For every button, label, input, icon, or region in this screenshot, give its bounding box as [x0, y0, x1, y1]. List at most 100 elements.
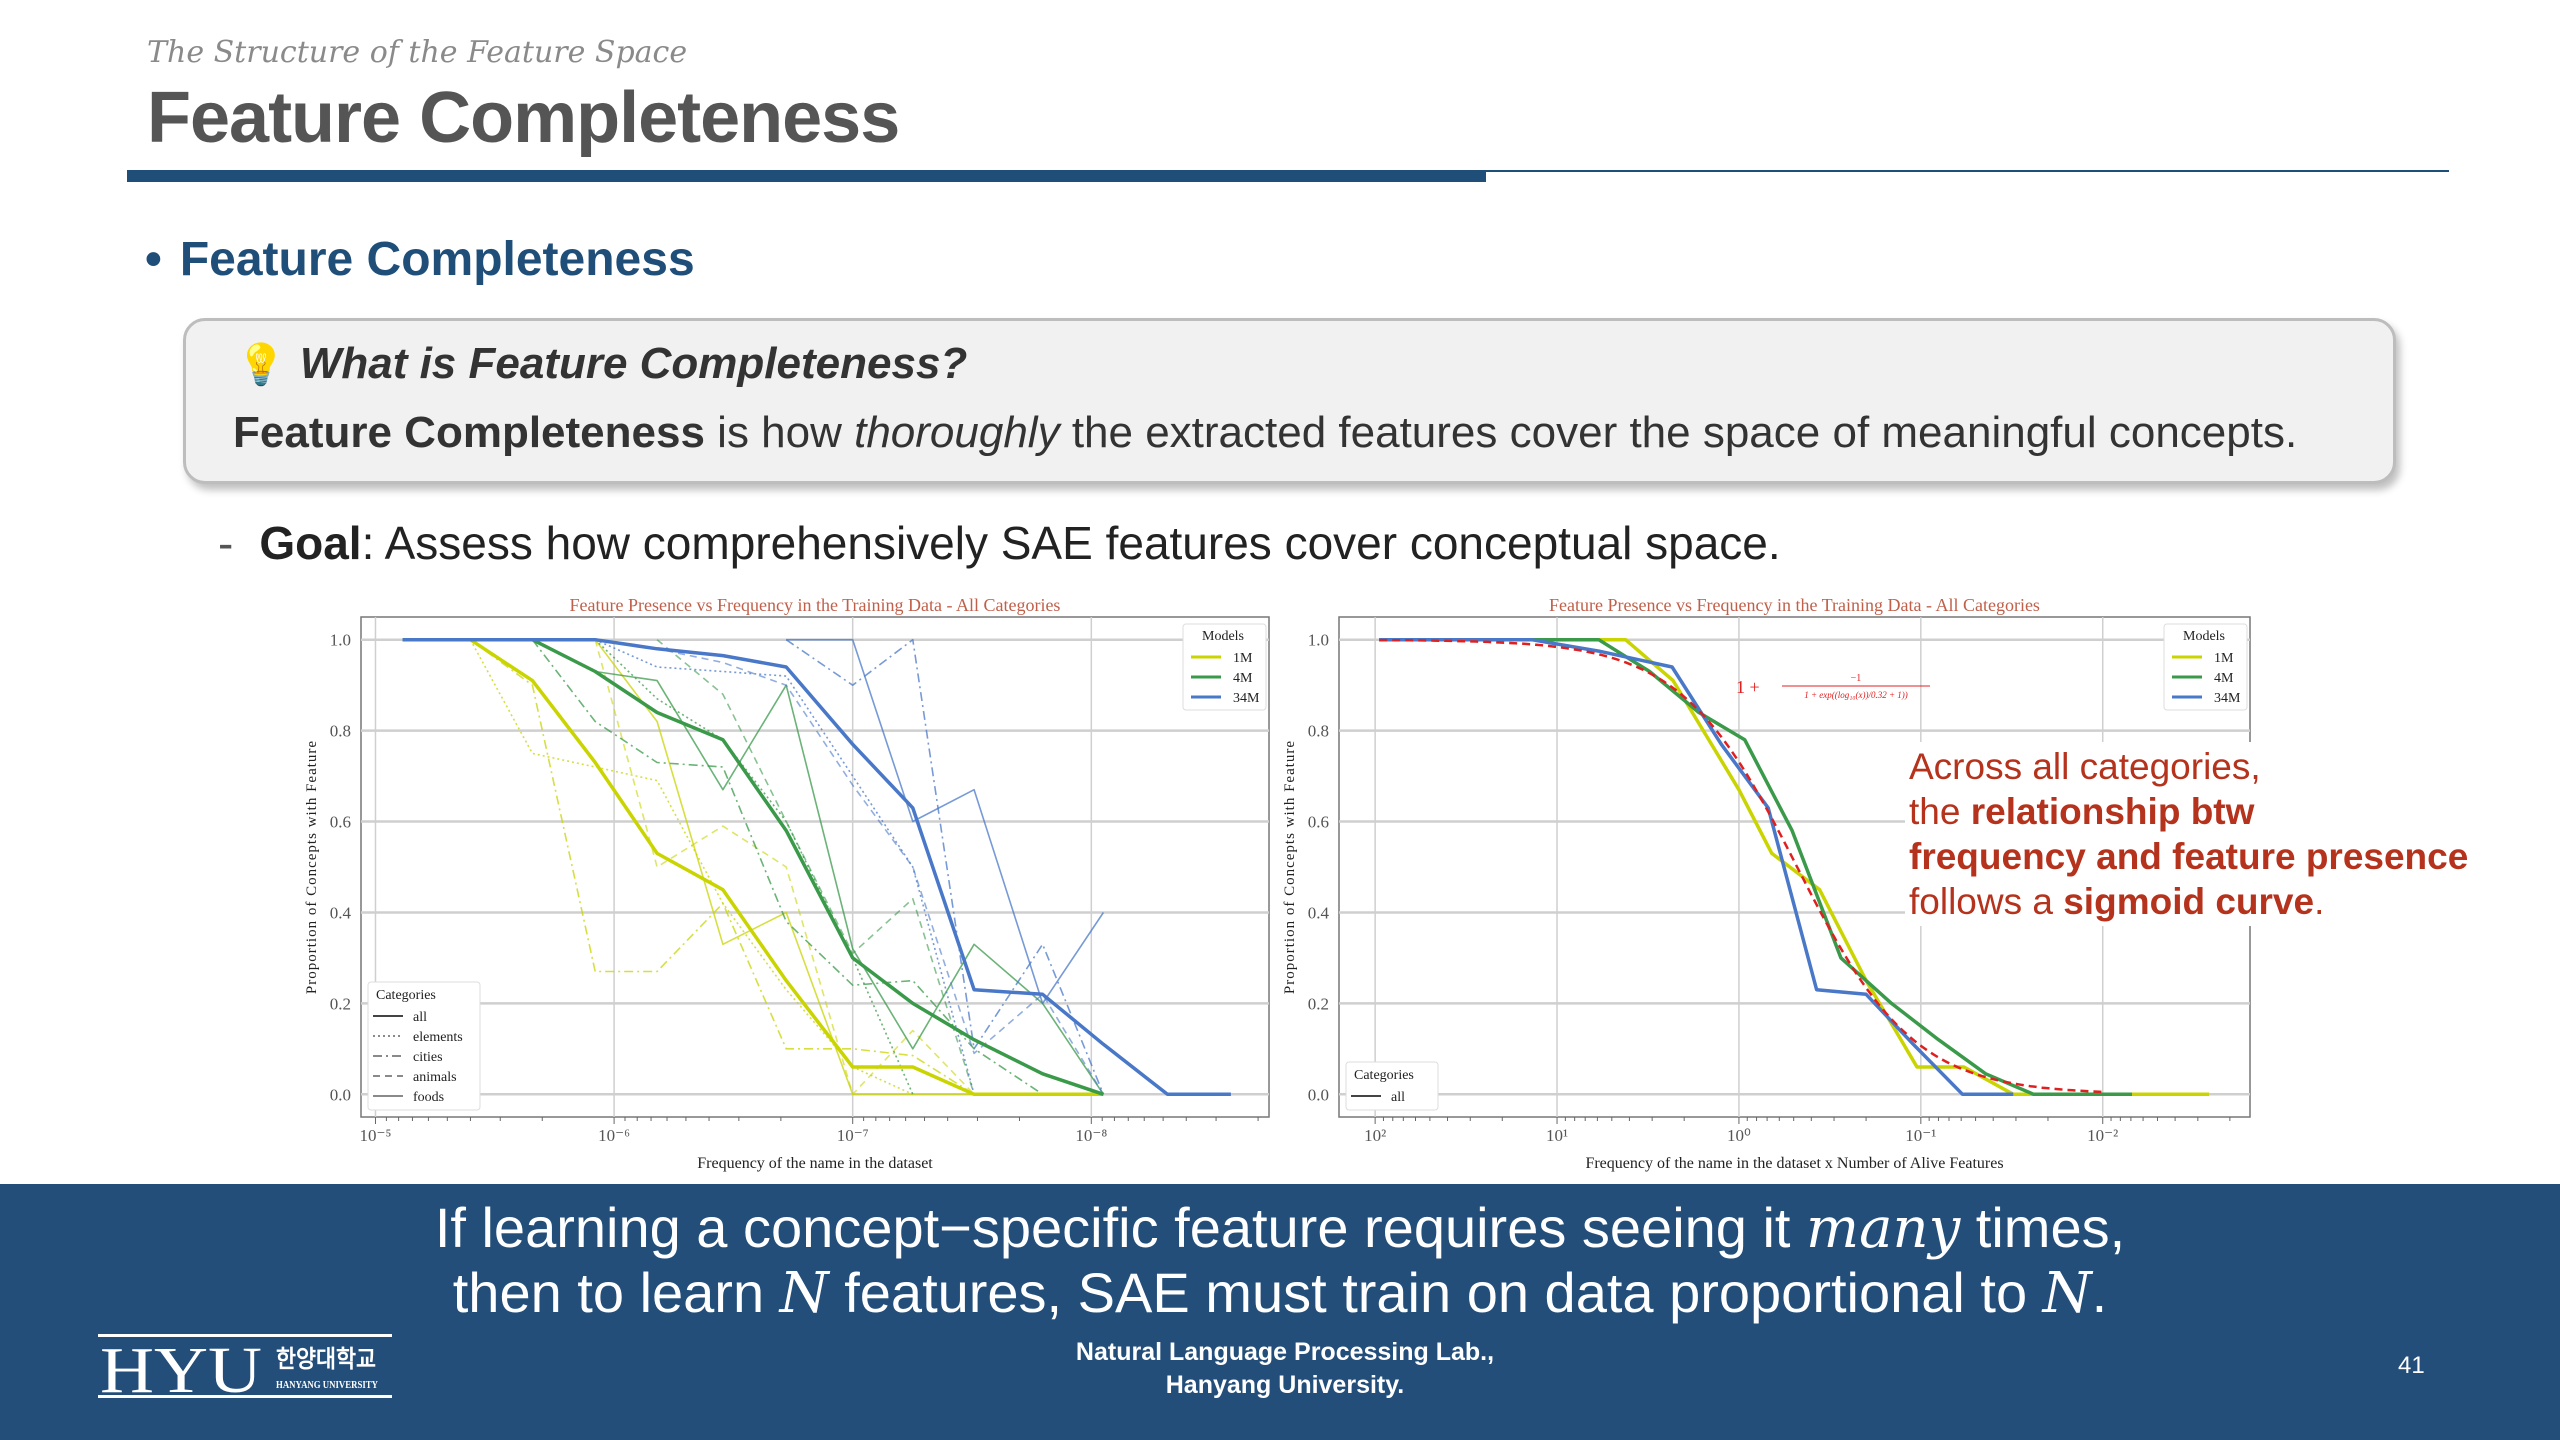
series-1M-cities [469, 639, 975, 1095]
page-number: 41 [2398, 1352, 2425, 1379]
series-1M-elements [469, 639, 914, 1096]
annotation-text: the [1909, 791, 1971, 832]
categories-legend [1345, 1061, 1439, 1111]
chart-title: Feature Presence vs Frequency in the Tra… [1549, 595, 2040, 615]
plot-area [360, 616, 1270, 1118]
x-tick-label: 10⁰ [1727, 1126, 1751, 1145]
goal-text: : Assess how comprehensively SAE feature… [361, 517, 1781, 569]
series-34M-cities [785, 638, 1105, 1095]
chart-frequency: Feature Presence vs Frequency in the Tra… [304, 595, 1270, 1172]
legend-entry-all: all [413, 1010, 427, 1025]
formula-denominator: 1 + exp((log₁₀(x))/0.32 + 1)) [1804, 690, 1908, 700]
formula-prefix: 1 + [1736, 677, 1760, 697]
hanyang-university-logo: HYU 한양대학교 HANYANG UNIVERSITY [98, 1334, 392, 1400]
x-tick-label: 10⁻⁷ [837, 1126, 869, 1145]
series-1M-animals [594, 639, 975, 1096]
legend-entry-34M: 34M [1233, 691, 1260, 706]
y-tick-label: 0.6 [1308, 813, 1329, 832]
legend-entry-1M: 1M [1233, 651, 1253, 666]
logo-korean: 한양대학교 [276, 1346, 376, 1373]
legend-entry-4M: 4M [2214, 671, 2234, 686]
legend-entry-cities: cities [413, 1050, 443, 1065]
y-tick-label: 0.8 [1308, 722, 1329, 741]
definition-term: Feature Completeness [233, 408, 705, 457]
footer-math: N [779, 1261, 829, 1326]
logo-hyu: HYU [100, 1334, 262, 1400]
footer-text: times, [1960, 1196, 2126, 1259]
annotation-bold: frequency and feature presence [1909, 836, 2469, 877]
series-34M-animals [595, 638, 1105, 1095]
definition-text-end: the extracted features cover the space o… [1059, 408, 2298, 457]
definition-box: 💡 What is Feature Completeness? Feature C… [183, 318, 2396, 484]
footer-text: features, SAE must train on data proport… [828, 1261, 2043, 1324]
x-axis-label: Frequency of the name in the dataset x N… [1585, 1155, 2003, 1172]
goal-dash: - [218, 517, 234, 569]
annotation-line: Across all categories, [1909, 746, 2261, 787]
lab-name: Natural Language Processing Lab., [1075, 1338, 1495, 1366]
legend-entry-all: all [1391, 1090, 1405, 1105]
bullet-text: Feature Completeness [179, 233, 695, 286]
categories-legend-title: Categories [376, 988, 436, 1003]
legend-entry-4M: 4M [1233, 671, 1253, 686]
x-tick-label: 10⁻² [2087, 1126, 2118, 1145]
legend-entry-34M: 34M [2214, 691, 2241, 706]
definition-text: is how [704, 408, 855, 457]
series-4M-all [1379, 637, 2132, 1097]
y-tick-label: 0.4 [330, 903, 352, 922]
series-1M-foods [594, 639, 975, 1096]
x-tick-label: 10⁻⁶ [598, 1126, 630, 1145]
legend-entry-foods: foods [413, 1090, 444, 1105]
models-legend [1182, 623, 1267, 711]
definition-emphasis: thoroughly [854, 408, 1060, 457]
sigmoid-fit-curve [1379, 638, 2103, 1094]
models-legend [2163, 623, 2248, 711]
footer-math: N [2042, 1261, 2092, 1326]
x-tick-label: 10² [1364, 1126, 1386, 1145]
series-34M-all [1379, 637, 2014, 1097]
y-tick-label: 0.0 [330, 1085, 351, 1104]
y-tick-label: 0.4 [1308, 903, 1330, 922]
footer-text: then to learn [452, 1261, 780, 1324]
fit-formula: 1 + −1 1 + exp((log₁₀(x))/0.32 + 1)) [1736, 673, 1930, 700]
y-tick-label: 0.6 [330, 813, 351, 832]
series-4M-cities [531, 639, 1044, 1095]
annotation-bold: relationship btw [1970, 791, 2255, 832]
y-axis-label: Proportion of Concepts with Feature [304, 740, 320, 994]
lightbulb-icon: 💡 [236, 343, 286, 387]
annotation-bold: sigmoid curve [2063, 881, 2315, 922]
series-1M-all [402, 637, 1104, 1097]
x-tick-label: 10¹ [1546, 1126, 1568, 1145]
footer-line-1: If learning a concept−specific feature r… [0, 1196, 2560, 1261]
y-tick-label: 1.0 [1308, 631, 1329, 650]
annotation-line: follows a sigmoid curve. [1909, 879, 2468, 924]
models-legend-title: Models [1202, 629, 1244, 644]
x-tick-label: 10⁻⁵ [360, 1126, 392, 1145]
logo-english: HANYANG UNIVERSITY [276, 1379, 378, 1391]
series-34M-all [402, 637, 1231, 1097]
series-34M-elements [594, 638, 975, 1095]
legend-entry-elements: elements [413, 1030, 463, 1045]
goal-label: Goal [259, 517, 362, 569]
y-tick-label: 0.2 [1308, 994, 1329, 1013]
footer-band: If learning a concept−specific feature r… [0, 1184, 2560, 1440]
models-legend-title: Models [2183, 629, 2225, 644]
footer-text: If learning a concept−specific feature r… [434, 1196, 1807, 1259]
series-34M-foods [786, 638, 1105, 1005]
goal-line: - Goal: Assess how comprehensively SAE fe… [218, 515, 1781, 571]
bullet-dot: • [145, 233, 162, 286]
series-4M-animals [656, 639, 975, 1095]
footer-statement: If learning a concept−specific feature r… [0, 1196, 2560, 1326]
categories-legend-title: Categories [1354, 1068, 1414, 1083]
page-title: Feature Completeness [147, 78, 900, 158]
series-4M-foods [595, 670, 1105, 1095]
title-underline [127, 170, 1486, 182]
series-4M-elements [594, 639, 914, 1095]
chart-frequency-alive-features: Feature Presence vs Frequency in the Tra… [1282, 595, 2251, 1172]
annotation-line: frequency and feature presence [1909, 834, 2468, 879]
y-tick-label: 0.8 [330, 722, 351, 741]
definition-heading-text: What is Feature Completeness? [299, 339, 968, 388]
y-tick-label: 0.0 [1308, 1085, 1329, 1104]
y-axis-label: Proportion of Concepts with Feature [1282, 740, 1298, 994]
x-tick-label: 10⁻⁸ [1075, 1126, 1107, 1145]
chart-title: Feature Presence vs Frequency in the Tra… [570, 595, 1061, 615]
